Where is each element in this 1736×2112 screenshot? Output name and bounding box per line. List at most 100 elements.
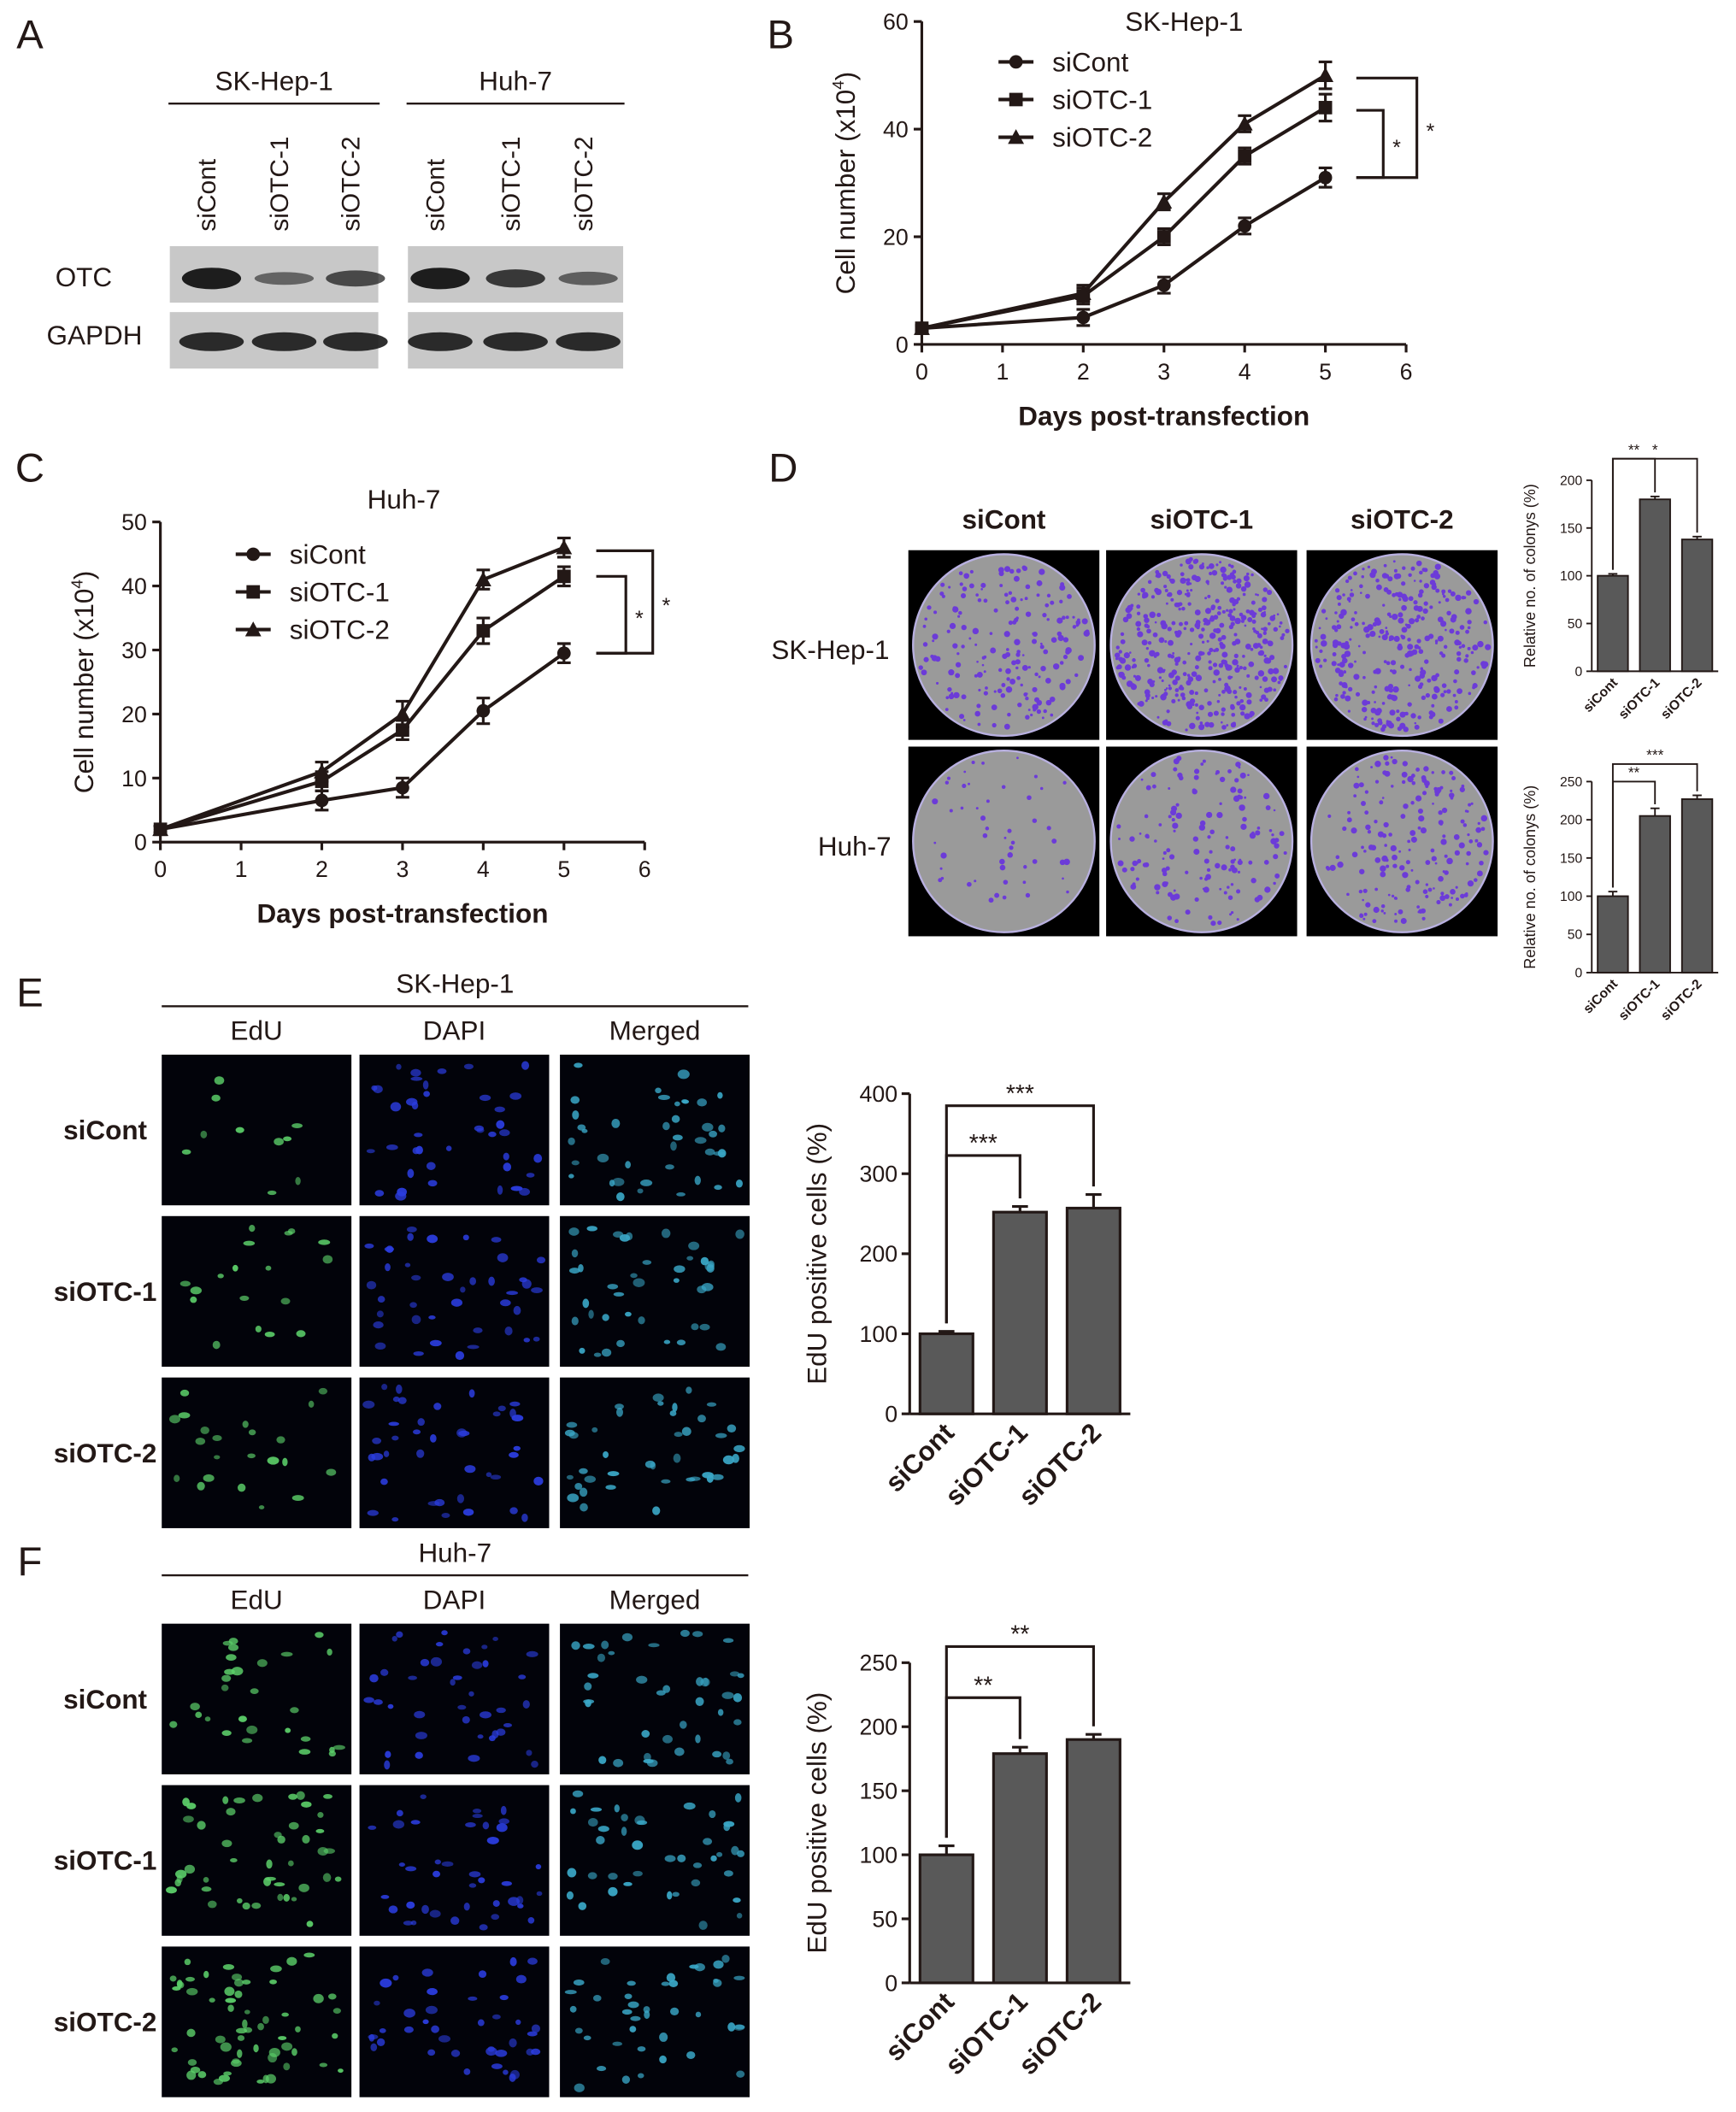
colony xyxy=(1144,623,1149,628)
significance-label: ** xyxy=(1628,441,1640,458)
colony xyxy=(1173,829,1176,832)
colony xyxy=(1200,724,1205,728)
cell-nucleus xyxy=(438,2035,450,2043)
colony xyxy=(1078,655,1085,662)
cell-nucleus xyxy=(397,1397,407,1404)
colony xyxy=(1177,698,1180,702)
colony xyxy=(1353,782,1360,789)
colony xyxy=(1186,591,1191,596)
cell-nucleus xyxy=(227,1644,239,1651)
colony xyxy=(1225,836,1229,839)
cell-nucleus xyxy=(686,2050,696,2059)
colony xyxy=(1254,897,1261,903)
colony xyxy=(1202,887,1205,891)
cell-nucleus xyxy=(584,1475,597,1483)
colony xyxy=(1470,650,1474,655)
bar xyxy=(1065,1206,1121,1415)
cell-nucleus xyxy=(674,1747,685,1756)
colony xyxy=(1358,782,1364,788)
cell-nucleus xyxy=(681,1099,688,1103)
cell-nucleus xyxy=(373,1085,383,1094)
cell-nucleus xyxy=(381,1384,388,1391)
colony xyxy=(1172,679,1178,685)
cell-nucleus xyxy=(222,1640,233,1646)
cell-nucleus xyxy=(574,2027,583,2034)
cell-nucleus xyxy=(667,1891,673,1900)
colony xyxy=(1239,703,1246,711)
cell-nucleus xyxy=(242,1421,249,1428)
cell-nucleus xyxy=(733,1719,742,1726)
cell-nucleus xyxy=(662,1685,671,1693)
colony xyxy=(1196,711,1199,715)
colony xyxy=(1163,585,1168,589)
colony xyxy=(1273,627,1278,632)
colony xyxy=(982,832,988,838)
colony xyxy=(1215,563,1219,567)
colony xyxy=(1467,833,1470,837)
colony xyxy=(1233,608,1236,611)
cell-nucleus xyxy=(733,1444,745,1453)
colony xyxy=(1438,810,1443,815)
cell-nucleus xyxy=(391,1435,399,1441)
colony xyxy=(1190,589,1193,592)
cell-nucleus xyxy=(672,1403,678,1412)
colony xyxy=(1207,701,1212,706)
cell-nucleus xyxy=(285,1727,291,1733)
colony xyxy=(1331,661,1337,667)
colony xyxy=(1389,669,1393,673)
cell-nucleus xyxy=(614,1804,620,1813)
colony xyxy=(1401,779,1406,785)
cell-nucleus xyxy=(441,1861,454,1867)
cell-nucleus xyxy=(611,1118,621,1128)
colony xyxy=(1137,702,1141,706)
cell-nucleus xyxy=(213,2079,223,2086)
colony xyxy=(1398,612,1404,618)
cell-nucleus xyxy=(195,1711,203,1719)
y-tick-label: 150 xyxy=(1560,851,1582,866)
cell-nucleus xyxy=(291,1897,297,1902)
colony xyxy=(1419,682,1424,687)
cell-nucleus xyxy=(485,1472,492,1478)
culture-dish xyxy=(1109,750,1294,933)
category-label: siOTC-1 xyxy=(1616,977,1663,1024)
colony xyxy=(1074,673,1079,678)
row-label: siOTC-1 xyxy=(54,1846,157,1876)
y-tick-label: 200 xyxy=(1560,814,1582,828)
colony xyxy=(1323,658,1327,662)
cell-nucleus xyxy=(427,2049,436,2056)
cell-nucleus xyxy=(659,2033,668,2042)
colony xyxy=(983,598,988,603)
colony xyxy=(1456,688,1462,694)
colony xyxy=(1193,848,1200,856)
y-axis-label: Relative no. of colonys (%) xyxy=(1521,785,1539,969)
colony xyxy=(1465,629,1469,634)
blot-lane-label: siOTC-1 xyxy=(497,136,526,231)
colony xyxy=(1392,854,1398,861)
colony xyxy=(1184,592,1187,596)
colony xyxy=(1006,648,1009,651)
cell-nucleus xyxy=(288,1821,299,1830)
colony xyxy=(1435,673,1439,678)
y-tick-label: 100 xyxy=(1560,569,1582,584)
cell-nucleus xyxy=(178,1412,191,1419)
cell-nucleus xyxy=(334,1876,342,1882)
colony xyxy=(1213,710,1219,716)
colony xyxy=(1062,637,1069,643)
colony xyxy=(1140,587,1145,593)
colony xyxy=(1251,878,1256,884)
colony xyxy=(968,637,972,640)
colony xyxy=(1212,662,1218,668)
cell-nucleus xyxy=(406,1097,418,1106)
significance-bracket xyxy=(945,1104,1095,1324)
cell-nucleus xyxy=(495,2050,508,2057)
colony xyxy=(1367,624,1374,631)
micrograph-field xyxy=(359,1623,550,1774)
blot-group-label: Huh-7 xyxy=(479,66,552,96)
colony xyxy=(1236,889,1241,894)
colony xyxy=(1017,702,1022,708)
colony xyxy=(1337,602,1341,606)
colony xyxy=(1209,829,1215,835)
colony xyxy=(1001,683,1006,687)
colony xyxy=(1440,891,1445,896)
colony xyxy=(1446,689,1451,694)
